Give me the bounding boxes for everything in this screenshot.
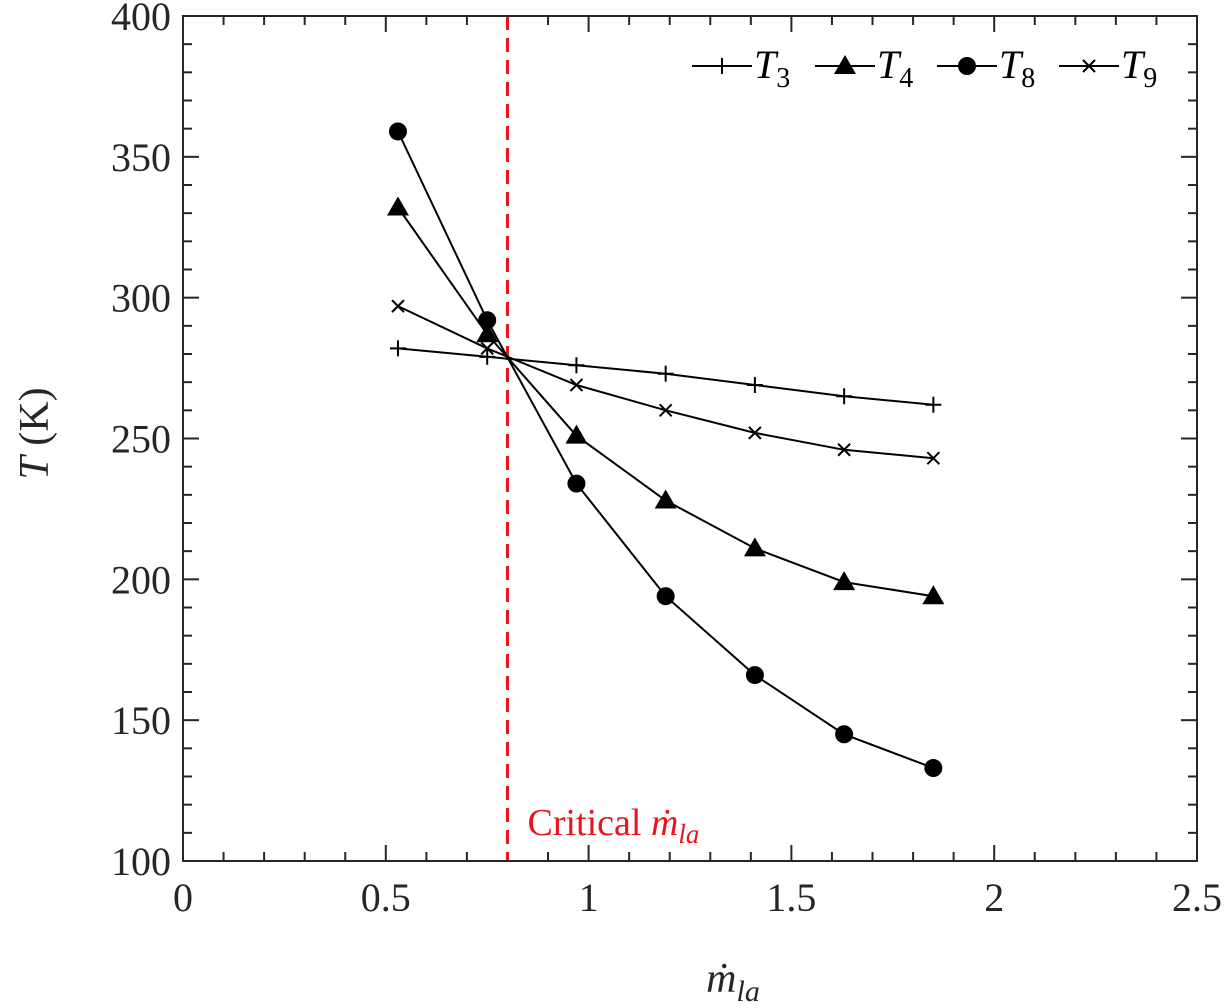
legend-item-T4: T4 [815, 42, 913, 94]
marker-stroke [1082, 59, 1096, 73]
axis-titles: ṁla T (K) [12, 387, 760, 1008]
marker-stroke [837, 443, 851, 457]
data-point [746, 376, 763, 393]
legend-item-T3: T3 [692, 42, 790, 94]
marker-stroke [748, 426, 762, 440]
critical-line-group: Critical ṁla [505, 16, 699, 861]
legend-item-T8: T8 [937, 42, 1035, 94]
plot-frame [182, 15, 1198, 862]
legend-marker [958, 57, 976, 75]
series-T3 [389, 340, 942, 413]
series-T4 [386, 196, 945, 605]
data-point [480, 341, 494, 356]
data-point [567, 474, 586, 493]
data-point [389, 340, 406, 357]
data-point [745, 666, 764, 685]
x-tick-label: 1 [579, 875, 599, 920]
x-axis-title: ṁla [706, 956, 760, 1008]
y-axis-title: T (K) [12, 387, 58, 479]
x-tick-label: 0.5 [361, 875, 411, 920]
legend-item-T9: T9 [1059, 42, 1157, 94]
data-point [386, 196, 409, 216]
y-tick-label: 100 [111, 839, 171, 884]
data-point [478, 311, 497, 330]
x-tick-label: 2 [984, 875, 1004, 920]
series-line [397, 305, 934, 460]
legend-label: T9 [1121, 42, 1157, 94]
marker-stroke [658, 403, 673, 418]
legend-label: T3 [754, 42, 790, 94]
y-tick-label: 300 [111, 276, 171, 321]
data-point [476, 323, 499, 343]
data-point [837, 443, 851, 457]
data-point [922, 585, 945, 605]
legend: T3 T4 T8 T9 [692, 42, 1157, 94]
legend-marker [834, 55, 856, 74]
data-point [479, 348, 496, 365]
x-tick-label: 1.5 [766, 875, 816, 920]
legend-marker [1082, 59, 1096, 73]
legend-label: T8 [999, 42, 1035, 94]
data-point [658, 403, 673, 418]
data-point [748, 426, 762, 440]
x-tick-label: 2.5 [1172, 875, 1222, 920]
data-point [656, 587, 675, 606]
data-point [657, 365, 674, 382]
data-point [743, 537, 766, 557]
y-tick-label: 250 [111, 417, 171, 462]
data-point [835, 725, 854, 744]
data-point [836, 388, 853, 405]
legend-marker [714, 58, 730, 74]
axis-tick-labels: 0 0.5 1 1.5 2 2.5 100 150 200 250 300 350 400 [111, 0, 1222, 920]
data-point [833, 571, 856, 591]
y-tick-label: 350 [111, 135, 171, 180]
x-tick-label: 0 [173, 875, 193, 920]
data-point [569, 378, 584, 392]
data-point [391, 299, 405, 313]
marker-stroke [926, 451, 941, 465]
series-T9 [391, 299, 941, 465]
data-point [654, 489, 677, 509]
y-tick-label: 150 [111, 698, 171, 743]
data-point [568, 357, 585, 374]
data-point [924, 759, 943, 778]
y-tick-label: 400 [111, 0, 171, 39]
y-tick-label: 200 [111, 557, 171, 602]
legend-label: T4 [877, 42, 913, 94]
marker-stroke [391, 299, 405, 313]
critical-label: Critical ṁla [527, 802, 699, 849]
marker-stroke [569, 378, 584, 392]
series-T8 [388, 122, 943, 778]
data-point [388, 122, 407, 141]
data-point [565, 424, 588, 444]
series-line [397, 206, 934, 598]
marker-stroke [480, 341, 494, 356]
data-point [926, 451, 941, 465]
series-group [386, 122, 945, 778]
axis-ticks [182, 15, 1198, 862]
data-point [925, 396, 942, 413]
